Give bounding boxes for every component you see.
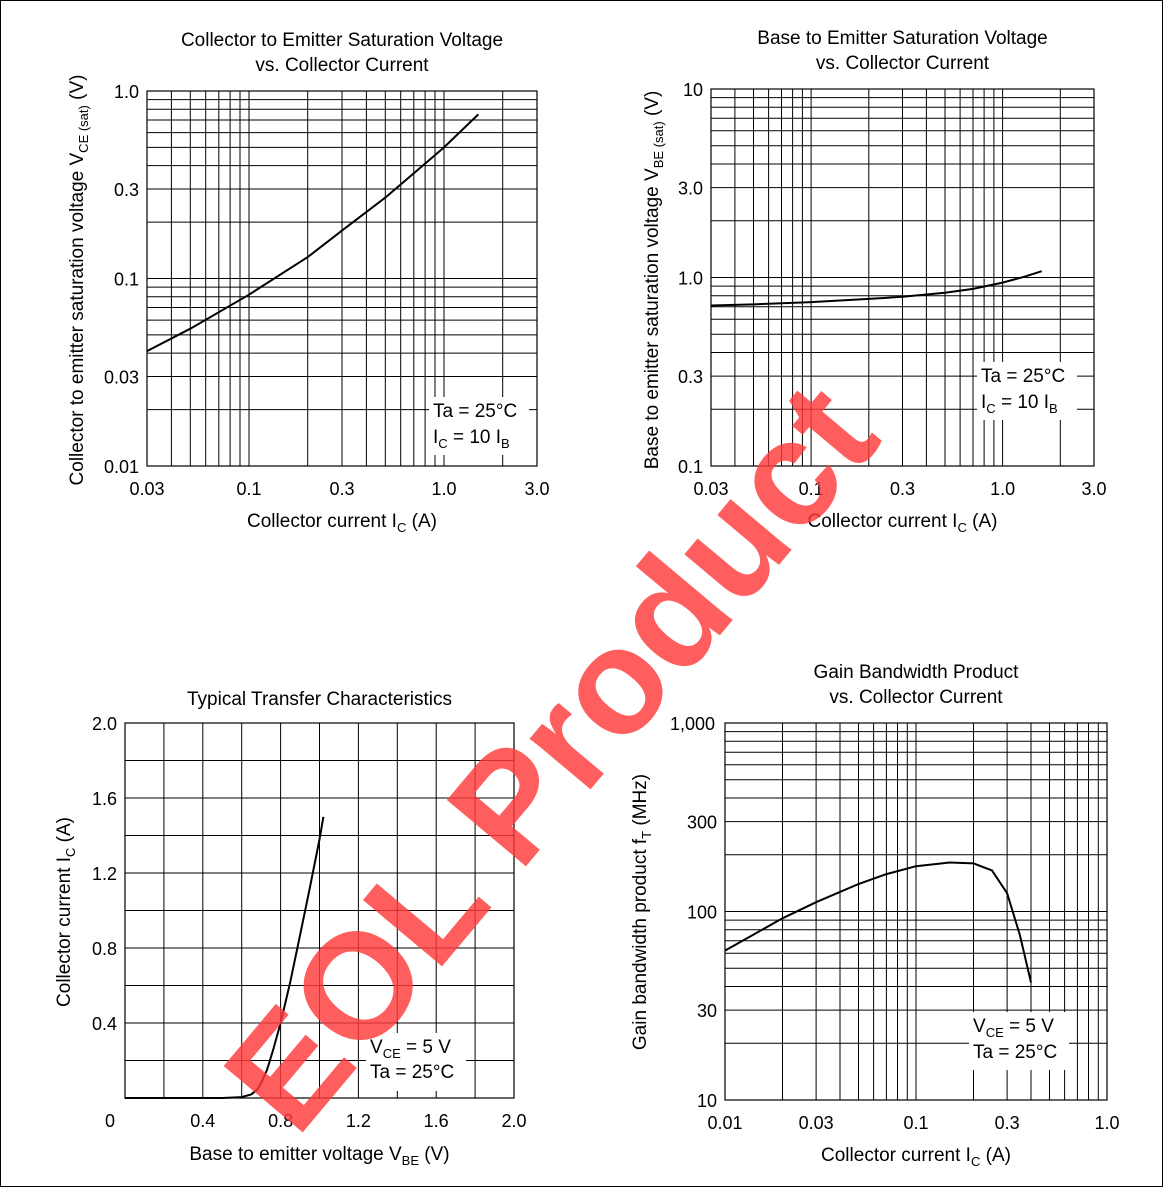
x-tick-label: 1.0 <box>1094 1113 1119 1133</box>
y-tick-label: 30 <box>697 1001 717 1021</box>
x-tick-label: 0.3 <box>329 479 354 499</box>
x-tick-label: 0.4 <box>190 1111 215 1131</box>
y-axis-label: Gain bandwidth product fT (MHz) <box>630 774 654 1050</box>
y-tick-label: 1.2 <box>92 864 117 884</box>
chart-title: Base to Emitter Saturation Voltage <box>757 28 1047 49</box>
chart-gain-bandwidth-vs-ic: VCE = 5 VTa = 25°C Gain Bandwidth Product… <box>630 662 1120 1169</box>
chart-subtitle: vs. Collector Current <box>255 55 429 76</box>
watermark: EOL Product <box>192 352 908 1160</box>
chart-annotation: Ta = 25°C <box>973 1042 1057 1063</box>
y-axis-label: Collector current IC (A) <box>54 817 78 1007</box>
x-axis-label: Collector current IC (A) <box>821 1145 1011 1169</box>
y-axis-label: Collector to emitter saturation voltage … <box>67 75 91 486</box>
chart-title: Collector to Emitter Saturation Voltage <box>181 30 503 51</box>
series-line <box>147 114 478 351</box>
chart-title: Gain Bandwidth Product <box>814 662 1020 683</box>
x-tick-label: 1.6 <box>424 1111 449 1131</box>
chart-title: Typical Transfer Characteristics <box>187 689 452 710</box>
chart-subtitle: vs. Collector Current <box>829 687 1003 708</box>
x-tick-label: 2.0 <box>501 1111 526 1131</box>
x-tick-label: 3.0 <box>524 479 549 499</box>
chart-annotation: Ta = 25°C <box>433 401 517 422</box>
y-tick-label: 0.3 <box>678 367 703 387</box>
series-line <box>711 271 1042 305</box>
y-tick-label: 0.8 <box>92 939 117 959</box>
y-tick-label: 0.3 <box>114 180 139 200</box>
x-tick-label: 0.3 <box>890 479 915 499</box>
chart-subtitle: vs. Collector Current <box>816 53 990 74</box>
x-tick-label: 0 <box>105 1111 115 1131</box>
y-tick-label: 0.01 <box>104 457 139 477</box>
chart-annotation: VCE = 5 V <box>973 1016 1054 1040</box>
y-tick-label: 300 <box>687 813 717 833</box>
x-tick-label: 0.1 <box>236 479 261 499</box>
y-axis-label: Base to emitter saturation voltage VBE (… <box>642 91 666 470</box>
x-tick-label: 0.03 <box>799 1113 834 1133</box>
x-tick-label: 1.0 <box>990 479 1015 499</box>
y-tick-label: 1.0 <box>114 82 139 102</box>
y-tick-label: 2.0 <box>92 714 117 734</box>
y-tick-label: 3.0 <box>678 179 703 199</box>
y-tick-label: 1.6 <box>92 789 117 809</box>
y-tick-label: 10 <box>697 1091 717 1111</box>
series-line <box>725 863 1031 983</box>
x-tick-label: 0.1 <box>903 1113 928 1133</box>
y-tick-label: 0.1 <box>114 270 139 290</box>
y-tick-label: 0.4 <box>92 1014 117 1034</box>
chart-annotation: Ta = 25°C <box>981 366 1065 387</box>
y-tick-label: 10 <box>683 80 703 100</box>
y-tick-label: 100 <box>687 903 717 923</box>
x-tick-label: 0.03 <box>129 479 164 499</box>
x-tick-label: 0.01 <box>707 1113 742 1133</box>
x-tick-label: 1.0 <box>431 479 456 499</box>
x-tick-label: 3.0 <box>1081 479 1106 499</box>
y-tick-label: 1.0 <box>678 269 703 289</box>
x-axis-label: Collector current IC (A) <box>247 511 437 535</box>
y-tick-label: 0.03 <box>104 368 139 388</box>
x-tick-label: 0.3 <box>995 1113 1020 1133</box>
